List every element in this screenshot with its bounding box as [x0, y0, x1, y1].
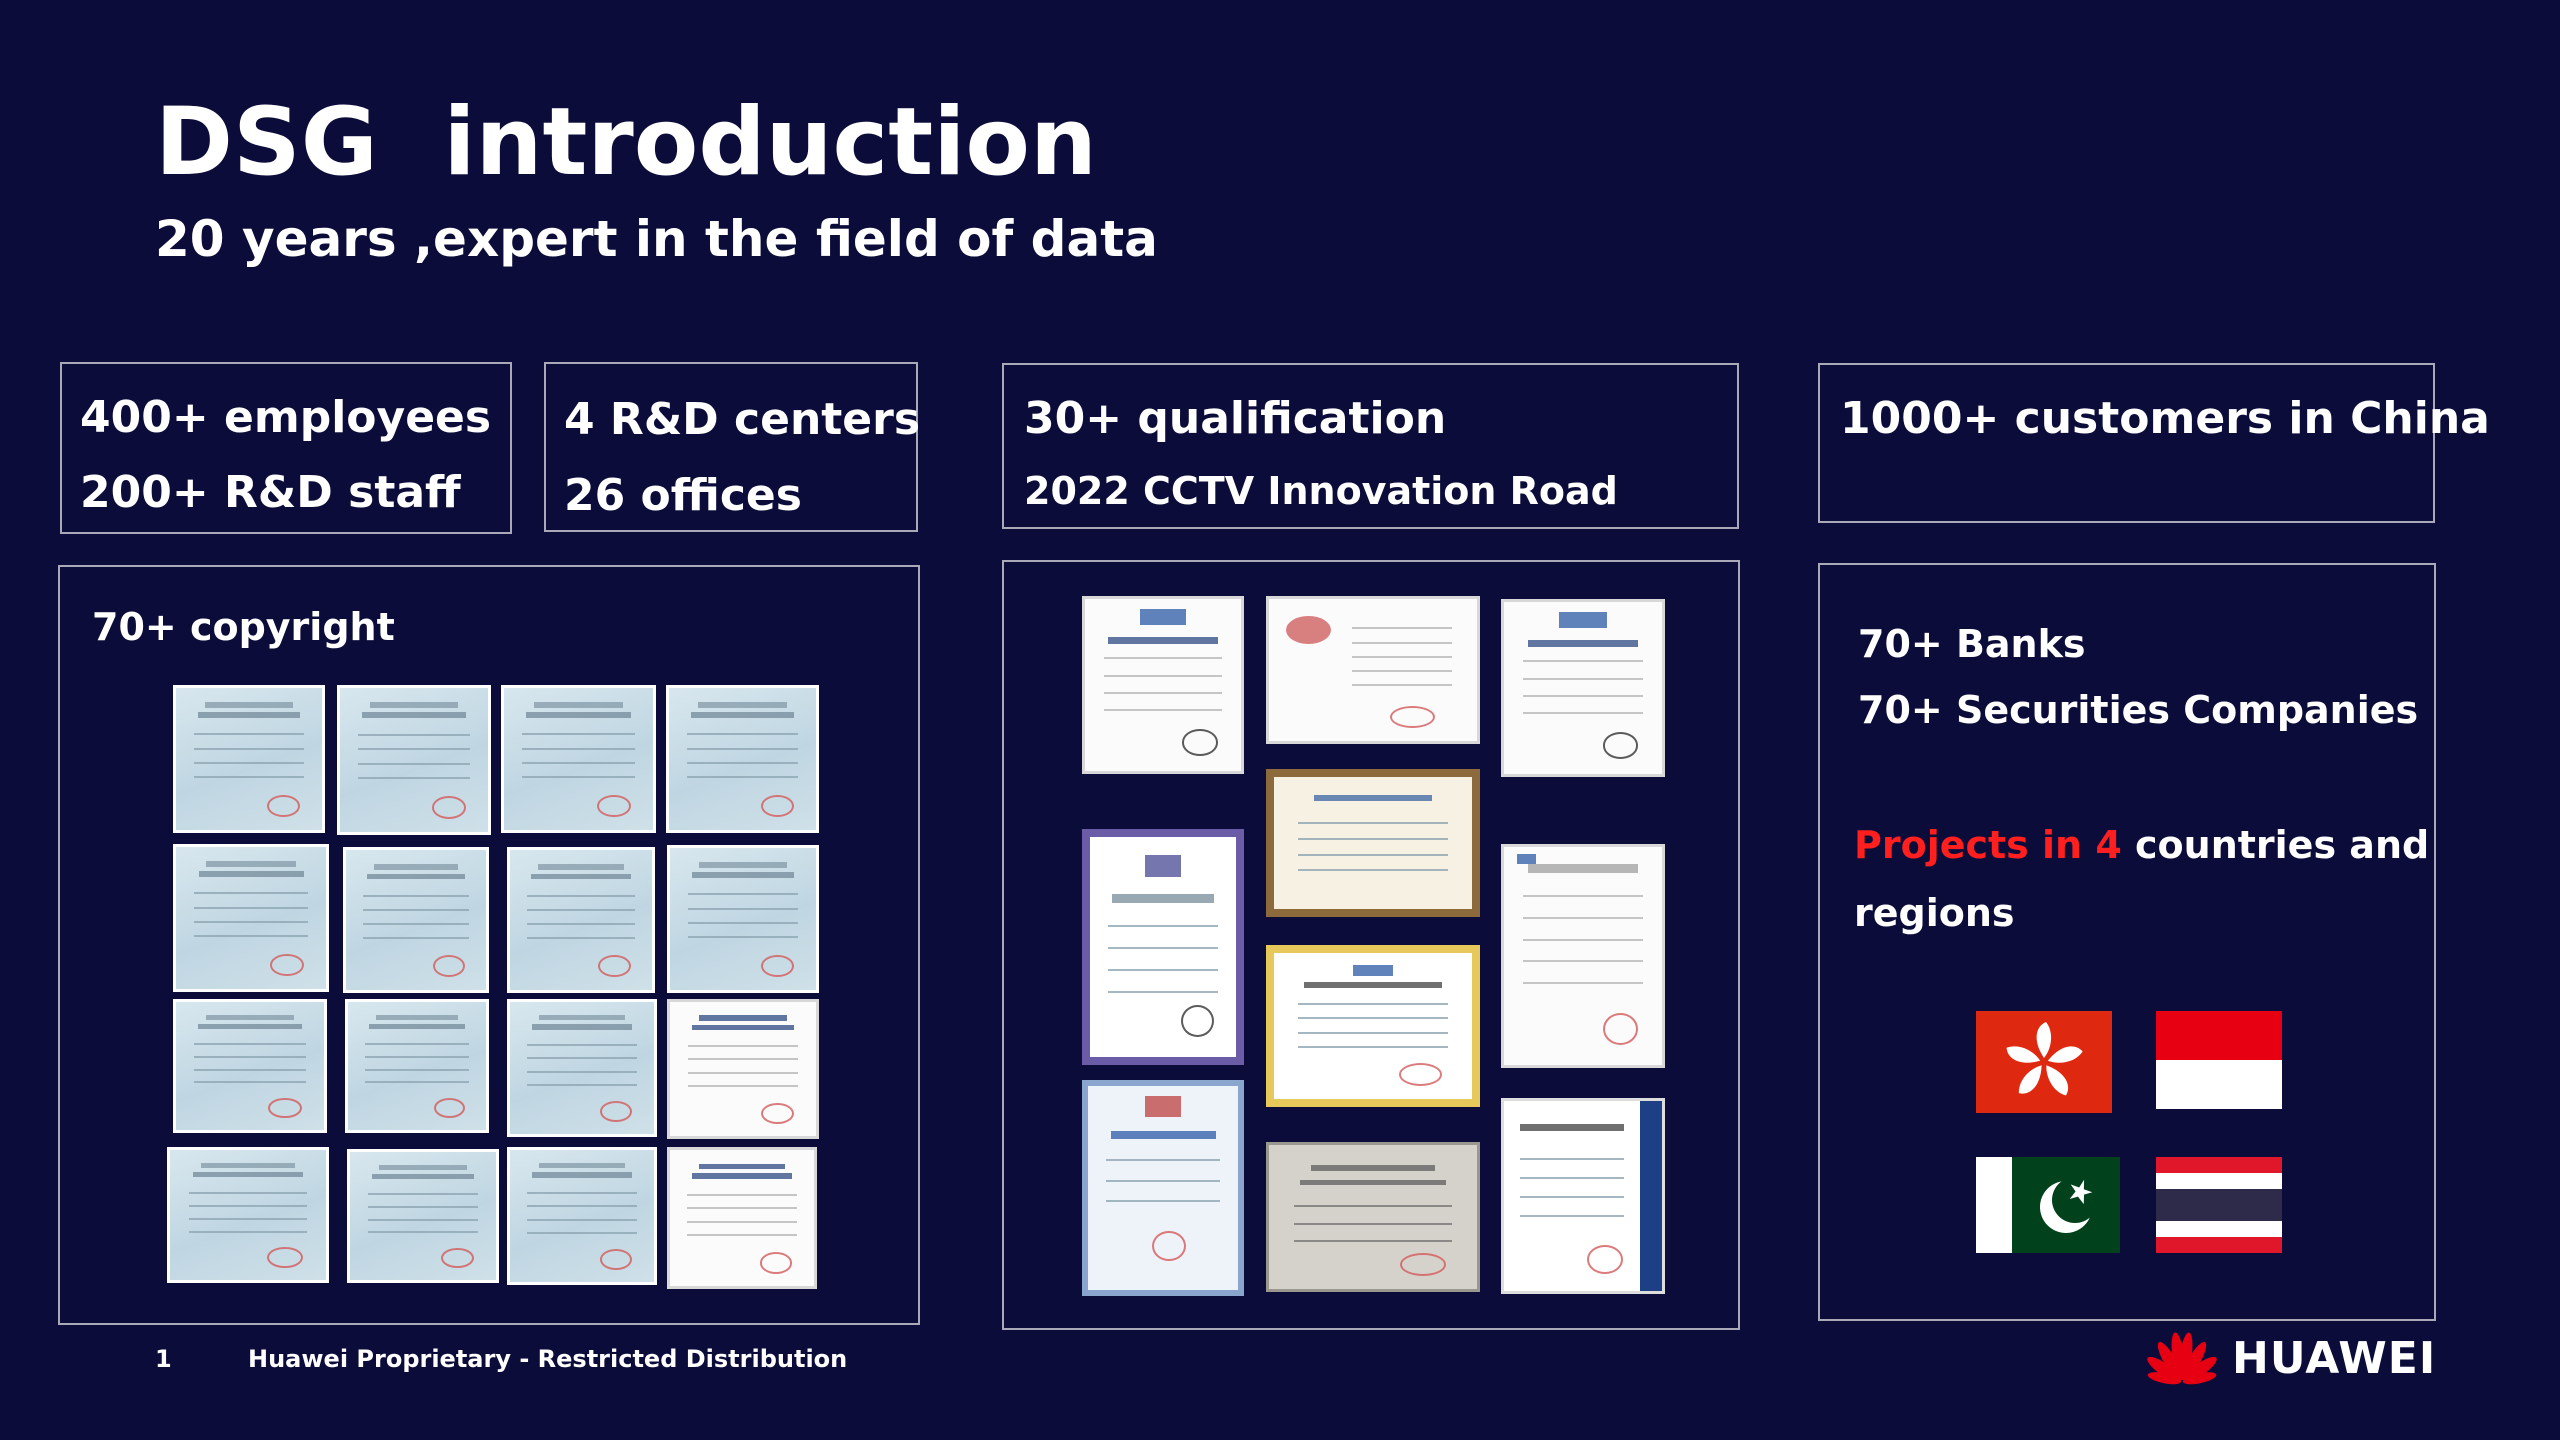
rd-centers-box: 4 R&D centers 26 offices	[544, 362, 921, 532]
copyright-certificate-image	[667, 845, 819, 993]
qualification-certificate-image	[1266, 769, 1480, 917]
page-subtitle: 20 years ,expert in the field of data	[155, 210, 1158, 268]
qualification-certificate-image	[1501, 1098, 1665, 1294]
copyright-certificate-image	[173, 685, 325, 833]
qualification-certificate-image	[1082, 1080, 1244, 1296]
footer-notice: Huawei Proprietary - Restricted Distribu…	[248, 1345, 848, 1373]
employees-stat: 400+ employees	[80, 392, 492, 443]
copyright-panel: 70+ copyright	[58, 565, 920, 1325]
projects-highlight: Projects in 4	[1854, 823, 2122, 867]
copyright-certificate-image	[345, 999, 489, 1133]
page-number: 1	[155, 1345, 172, 1373]
customers-stat: 1000+ customers in China	[1840, 393, 2490, 444]
copyright-certificate-image	[167, 1147, 329, 1283]
pakistan-flag	[1976, 1157, 2120, 1253]
copyright-certificate-image	[667, 999, 819, 1139]
offices-stat: 26 offices	[564, 470, 802, 521]
qualification-certificate-image	[1082, 596, 1244, 774]
copyright-certificate-image	[507, 847, 655, 993]
copyright-certificate-image	[667, 1147, 817, 1289]
copyright-certificate-image	[501, 685, 656, 833]
crescent-star-icon	[2040, 1177, 2098, 1233]
hong-kong-flag	[1976, 1011, 2112, 1113]
projects-line2: regions	[1854, 891, 2015, 935]
copyright-label: 70+ copyright	[92, 605, 395, 649]
copyright-certificate-image	[666, 685, 819, 833]
cctv-award: 2022 CCTV Innovation Road	[1024, 469, 1618, 513]
rd-staff-stat: 200+ R&D staff	[80, 467, 461, 518]
qualification-certificate-image	[1266, 1142, 1480, 1292]
customers-box: 1000+ customers in China	[1818, 363, 2490, 523]
banks-stat: 70+ Banks	[1858, 622, 2086, 666]
qualification-certificate-image	[1082, 829, 1244, 1065]
copyright-certificate-image	[507, 1147, 657, 1285]
huawei-logo-icon	[2140, 1322, 2224, 1386]
huawei-brand: HUAWEI	[2232, 1333, 2437, 1384]
copyright-certificate-image	[173, 844, 329, 992]
qualification-certificate-image	[1501, 599, 1665, 777]
projects-line: Projects in 4 countries and	[1854, 823, 2429, 867]
qualification-stat: 30+ qualification	[1024, 393, 1447, 444]
thailand-flag	[2156, 1157, 2282, 1253]
page-title: DSG introduction	[155, 88, 1097, 197]
copyright-certificate-image	[343, 847, 489, 993]
qualification-certificate-image	[1266, 596, 1480, 744]
qualification-box: 30+ qualification 2022 CCTV Innovation R…	[1002, 363, 1739, 529]
copyright-certificate-image	[347, 1149, 499, 1283]
bauhinia-icon	[2006, 1022, 2083, 1096]
rd-centers-stat: 4 R&D centers	[564, 394, 921, 445]
customers-panel: 70+ Banks 70+ Securities Companies Proje…	[1818, 563, 2436, 1321]
qualification-certificate-image	[1501, 844, 1665, 1068]
securities-stat: 70+ Securities Companies	[1858, 688, 2419, 732]
copyright-certificate-image	[337, 685, 491, 835]
copyright-certificate-image	[507, 999, 657, 1137]
qualification-panel	[1002, 560, 1740, 1330]
employees-box: 400+ employees 200+ R&D staff	[60, 362, 512, 534]
indonesia-flag	[2156, 1011, 2282, 1109]
copyright-certificate-image	[173, 999, 327, 1133]
qualification-certificate-image	[1266, 945, 1480, 1107]
projects-rest: countries and	[2121, 823, 2430, 867]
